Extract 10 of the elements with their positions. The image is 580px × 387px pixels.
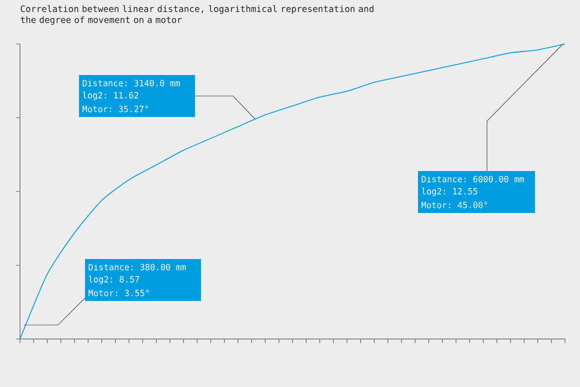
annotation: Distance: 3140.0 mm bbox=[82, 80, 180, 86]
annotation: Distance: 6000.00 mm bbox=[422, 176, 524, 182]
annotation: Distance: 380.00 mm bbox=[88, 264, 186, 270]
annotation: log2: 11.62 bbox=[82, 92, 138, 100]
annotation: log2: 8.57 bbox=[88, 276, 140, 284]
annotation: log2: 12.55 bbox=[422, 188, 478, 196]
chart-title: Correlation between linear distance, logarithmical representation and the degree of movement on a motor bbox=[20, 5, 374, 25]
annotation: Motor: 45.00° bbox=[422, 202, 488, 208]
annotation: Motor: 3.55° bbox=[88, 290, 149, 296]
annotation: Motor: 35.27° bbox=[82, 106, 148, 112]
